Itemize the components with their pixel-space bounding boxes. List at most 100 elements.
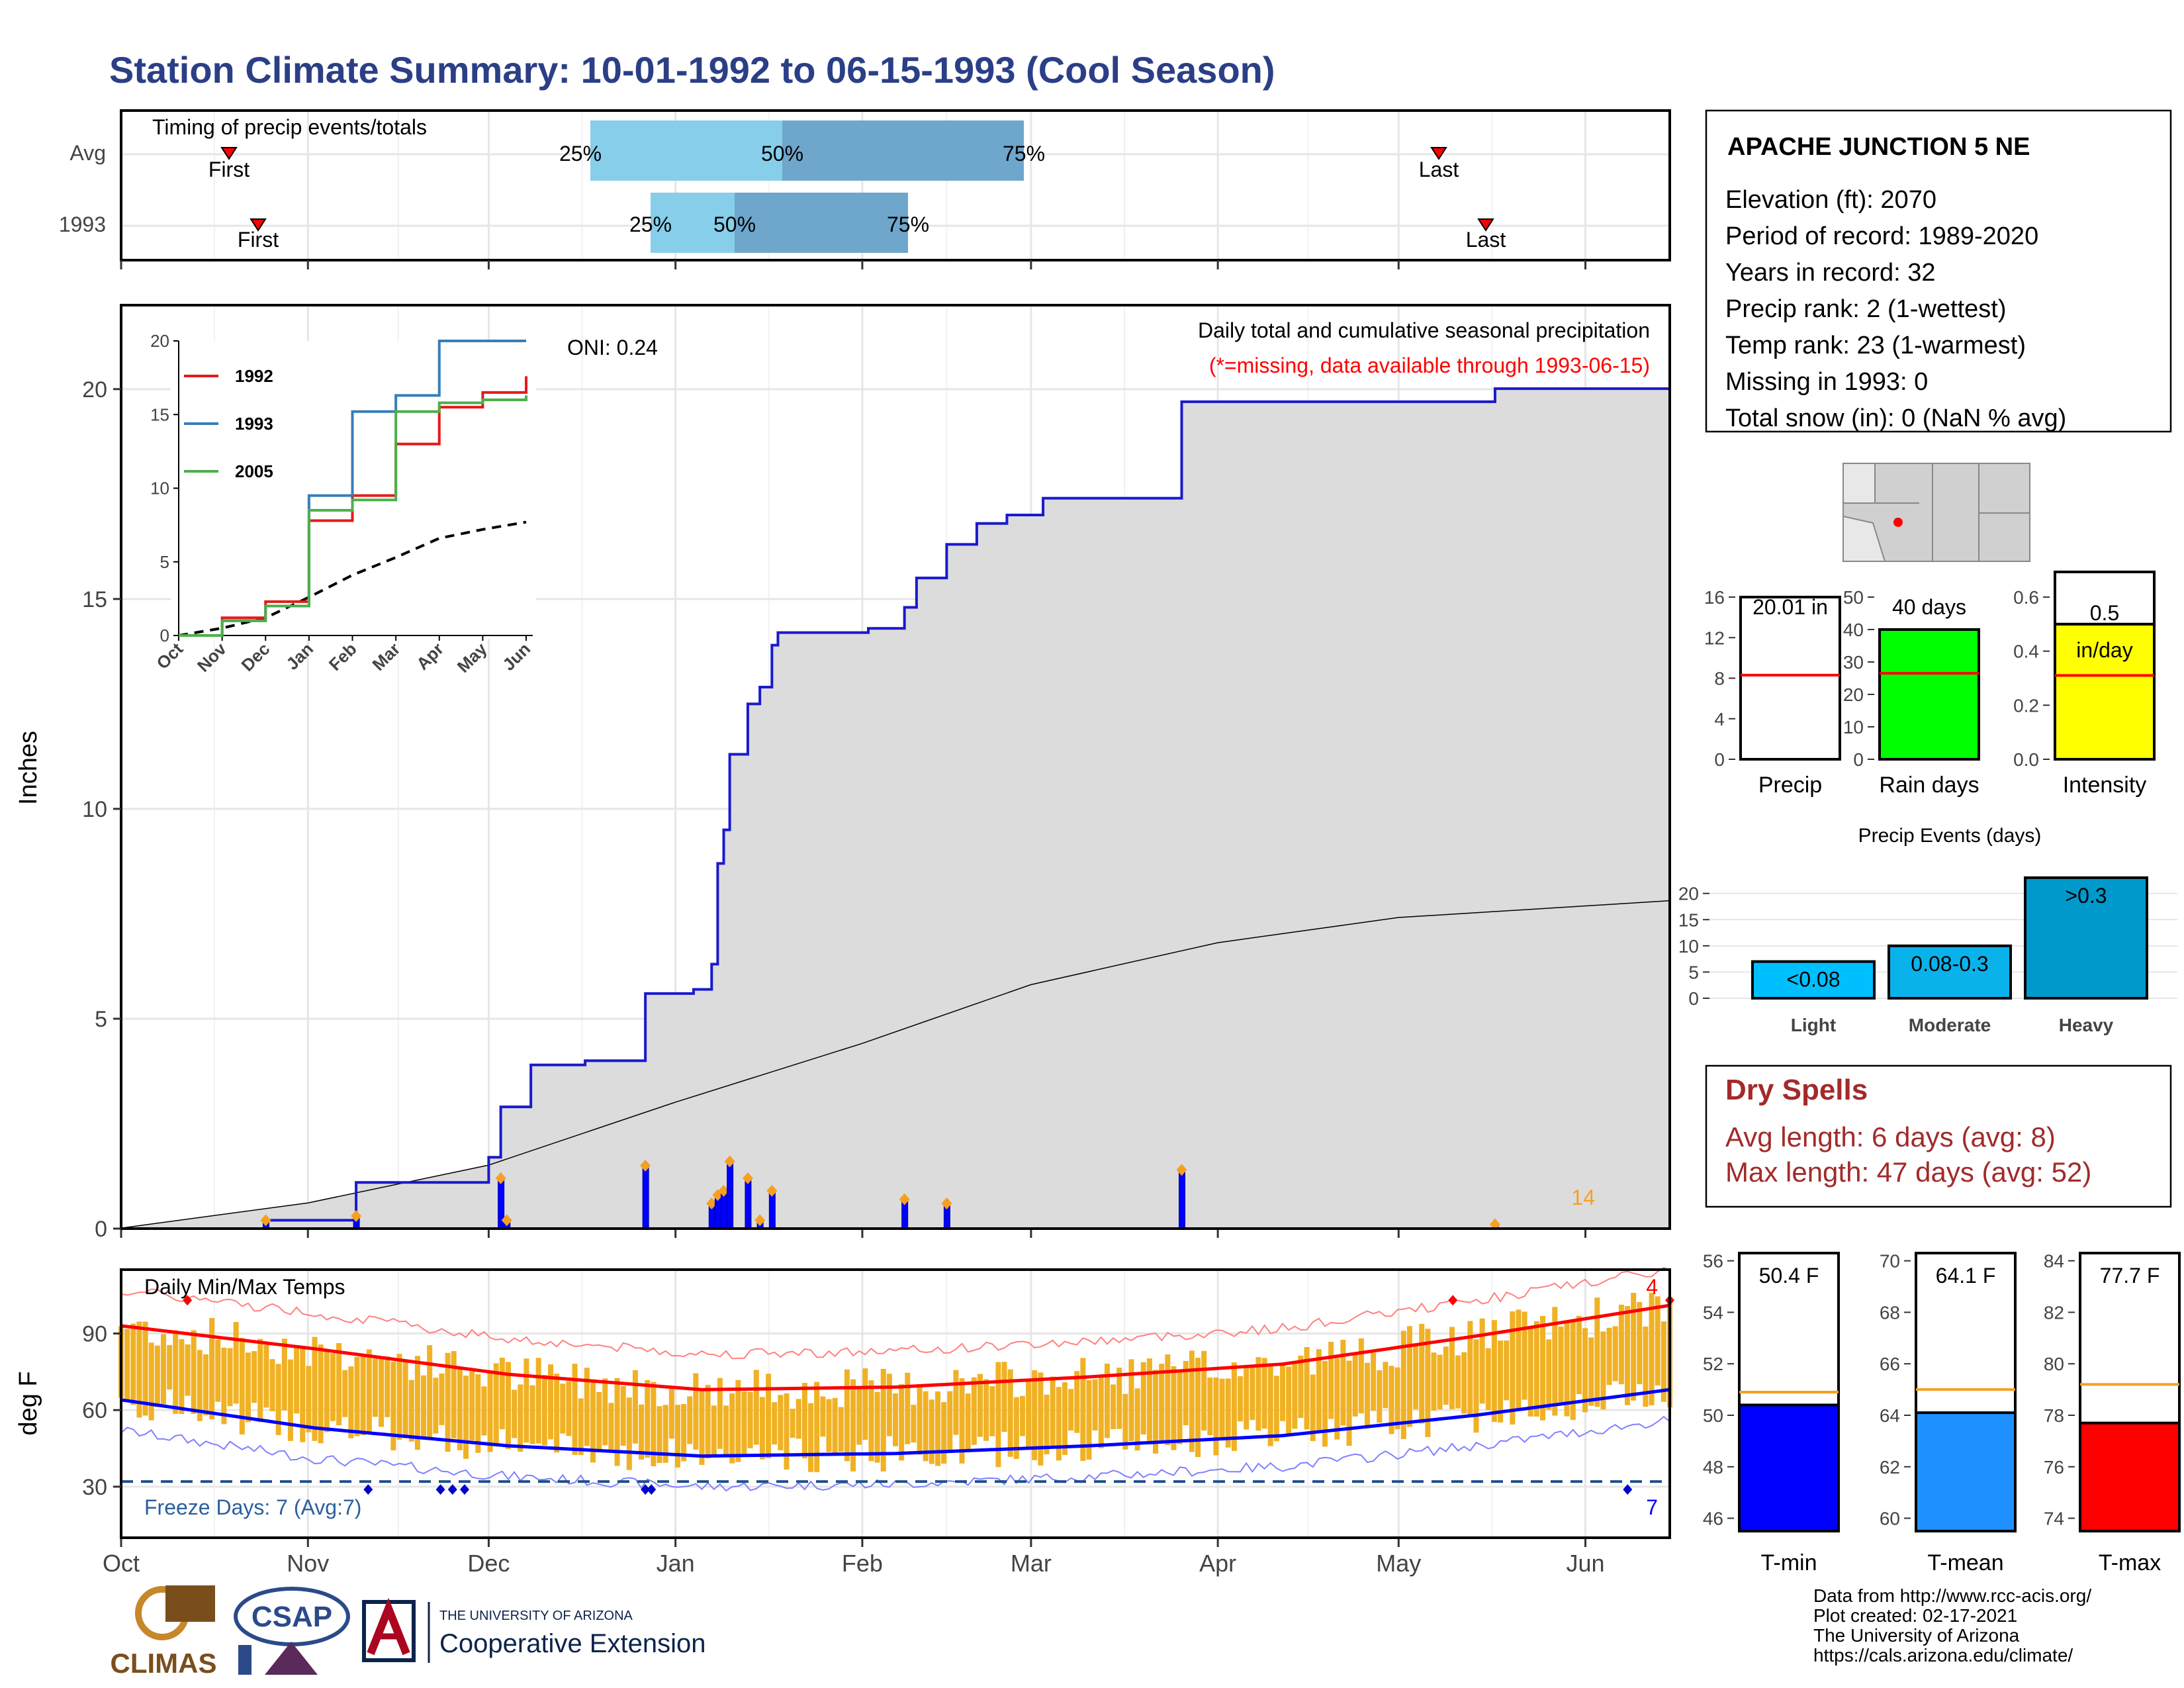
daily-temp-bar — [983, 1379, 989, 1441]
daily-temp-bar — [1122, 1393, 1128, 1450]
daily-temp-bar — [1322, 1360, 1328, 1447]
daily-temp-bar — [1334, 1358, 1340, 1440]
daily-temp-bar — [1576, 1315, 1582, 1395]
daily-precip-bar — [768, 1190, 776, 1229]
daily-temp-bar — [294, 1345, 300, 1414]
temp-bar-y-tick-label: 54 — [1703, 1302, 1723, 1323]
daily-temp-bar — [1582, 1328, 1588, 1413]
events-bar — [1751, 960, 1876, 1000]
daily-temp-bar — [1340, 1339, 1346, 1426]
daily-temp-bar — [160, 1334, 166, 1405]
daily-temp-bar — [596, 1391, 602, 1450]
daily-temp-bar — [239, 1338, 245, 1434]
daily-temp-bar — [977, 1374, 983, 1437]
daily-temp-bar — [1522, 1311, 1527, 1400]
daily-temp-bar — [753, 1370, 759, 1445]
daily-temp-bar — [1455, 1355, 1461, 1409]
yr-p75-label: 75% — [887, 212, 929, 236]
hot-count: 4 — [1646, 1275, 1658, 1299]
daily-temp-bar — [493, 1363, 499, 1445]
daily-temp-bar — [911, 1405, 917, 1443]
daily-temp-bar — [1425, 1329, 1431, 1437]
yr-p50-label: 50% — [713, 212, 756, 236]
yr-first-marker — [250, 218, 267, 232]
events-bar-range: <0.08 — [1787, 968, 1841, 992]
y-tick-label: 0 — [95, 1217, 107, 1242]
avg-p25-label: 25% — [559, 142, 602, 165]
daily-temp-bar — [1449, 1327, 1455, 1409]
daily-temp-bar — [1062, 1382, 1068, 1455]
station-info-line: Years in record: 32 — [1725, 259, 1936, 287]
y-tick-label: 90 — [82, 1321, 107, 1346]
daily-temp-bar — [1649, 1292, 1655, 1405]
x-axis-month-label: Jun — [1567, 1550, 1605, 1577]
daily-temp-bar — [1140, 1362, 1146, 1435]
x-axis-month-label: Apr — [1199, 1550, 1236, 1577]
daily-temp-bar — [1540, 1316, 1546, 1421]
daily-temp-bar — [348, 1366, 354, 1438]
daily-temp-bar — [1280, 1363, 1285, 1421]
daily-temp-bar — [269, 1359, 275, 1412]
daily-temp-bar — [662, 1405, 668, 1463]
x-axis-month-label: May — [1376, 1550, 1421, 1577]
daily-temp-bar — [1588, 1337, 1594, 1406]
events-bar — [2024, 876, 2148, 1000]
daily-temp-bar — [971, 1377, 977, 1445]
daily-temp-bar — [1086, 1380, 1092, 1460]
temp-value-text: 50.4 F — [1759, 1264, 1819, 1288]
daily-temp-bar — [1007, 1369, 1013, 1457]
events-bar-range: 0.08-0.3 — [1911, 952, 1988, 976]
daily-temp-bar — [142, 1321, 148, 1416]
hot-day-marker — [1448, 1295, 1458, 1306]
avg-25-50-bar — [590, 120, 782, 181]
daily-temp-bar — [941, 1402, 947, 1464]
daily-temp-bar — [379, 1357, 385, 1427]
daily-temp-bar — [251, 1351, 257, 1403]
daily-temp-bar — [608, 1403, 614, 1452]
daily-temp-bar — [1134, 1388, 1140, 1451]
daily-temp-bar — [729, 1393, 735, 1464]
inset-legend-label: 1992 — [235, 366, 273, 386]
daily-temp-bar — [886, 1374, 892, 1436]
inset-x-tick-label: Dec — [238, 639, 274, 675]
daily-temp-bar — [185, 1344, 191, 1396]
daily-temp-bar — [693, 1373, 699, 1450]
daily-temp-bar — [215, 1339, 221, 1402]
daily-temp-bar — [1231, 1362, 1237, 1451]
daily-temp-bar — [1273, 1376, 1279, 1442]
daily-temp-bar — [506, 1362, 511, 1449]
daily-temp-bar — [1001, 1362, 1007, 1432]
events-y-tick-label: 20 — [1678, 884, 1699, 904]
footer-line: Data from http://www.rcc-acis.org/ — [1813, 1585, 2091, 1606]
temp-bar-label: T-mean — [1927, 1550, 2003, 1575]
footer-line: Plot created: 02-17-2021 — [1813, 1605, 2017, 1626]
dry-spells-box: Dry Spells Avg length: 6 days (avg: 8) M… — [1705, 1064, 2172, 1208]
daily-temp-bar — [191, 1330, 197, 1414]
daily-temp-bar — [645, 1380, 651, 1458]
daily-temp-bar — [324, 1351, 330, 1432]
daily-temp-bar — [1527, 1327, 1533, 1417]
precip-ylabel: Inches — [15, 731, 42, 805]
daily-precip-marker — [260, 1214, 271, 1227]
daily-temp-bar — [209, 1318, 215, 1420]
inset-x-tick-label: Jan — [282, 639, 317, 674]
precip-events-title: Precip Events (days) — [1858, 825, 2042, 847]
daily-temp-bar — [318, 1344, 324, 1444]
inset-series-line — [179, 395, 527, 637]
temp-panel-title: Daily Min/Max Temps — [144, 1275, 345, 1299]
climas-logo: CLIMAS — [111, 1585, 217, 1679]
inset-x-tick-label: Apr — [412, 639, 447, 674]
daily-temp-bar — [124, 1329, 130, 1401]
avg-50-75-bar — [782, 120, 1024, 181]
temp-bar-y-tick-label: 70 — [1880, 1251, 1900, 1272]
daily-temp-bar — [396, 1354, 402, 1440]
daily-temp-bar — [1074, 1371, 1080, 1433]
events-y-tick-label: 0 — [1688, 988, 1699, 1009]
y-tick-label: 20 — [82, 377, 107, 402]
daily-temp-bar — [354, 1356, 360, 1436]
mini-y-tick-label: 40 — [1843, 620, 1864, 640]
temp-bar-y-tick-label: 74 — [2044, 1509, 2064, 1529]
daily-temp-bar — [1213, 1377, 1219, 1456]
timing-row-1993-label: 1993 — [59, 212, 106, 236]
mini-value-text: 40 days — [1892, 595, 1966, 619]
